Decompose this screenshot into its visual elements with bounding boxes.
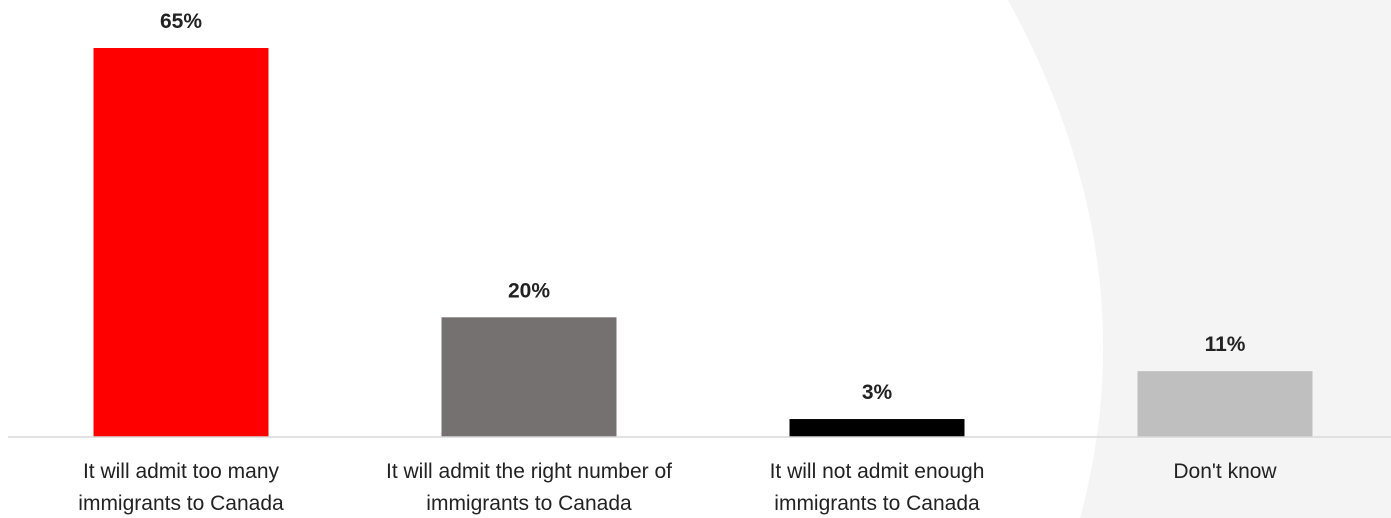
category-label-line: immigrants to Canada	[78, 492, 284, 515]
category-labels-group: It will admit too many immigrants to Cana…	[78, 460, 1277, 515]
bar-2	[441, 317, 617, 437]
category-label-4: Don't know	[1173, 460, 1277, 483]
category-label-3: It will not admit enough immigrants to Ca…	[770, 460, 985, 515]
category-label-line: Don't know	[1173, 460, 1277, 483]
value-label-4: 11%	[1205, 333, 1246, 356]
category-label-2: It will admit the right number of immigra…	[386, 460, 672, 515]
value-label-1: 65%	[160, 10, 202, 33]
category-label-line: immigrants to Canada	[426, 492, 632, 515]
value-labels-group: 65% 20% 3% 11%	[160, 10, 1246, 404]
category-label-line: It will admit the right number of	[386, 460, 672, 483]
category-label-line: It will admit too many	[83, 460, 280, 483]
background-swoosh	[1008, 0, 1391, 518]
bar-1	[93, 48, 269, 437]
value-label-3: 3%	[862, 381, 893, 404]
category-label-1: It will admit too many immigrants to Cana…	[78, 460, 284, 515]
category-label-line: It will not admit enough	[770, 460, 985, 483]
bars-group	[93, 48, 1313, 437]
value-label-2: 20%	[508, 279, 550, 302]
category-label-line: immigrants to Canada	[774, 492, 980, 515]
bar-4	[1137, 371, 1313, 437]
bar-3	[789, 419, 965, 437]
